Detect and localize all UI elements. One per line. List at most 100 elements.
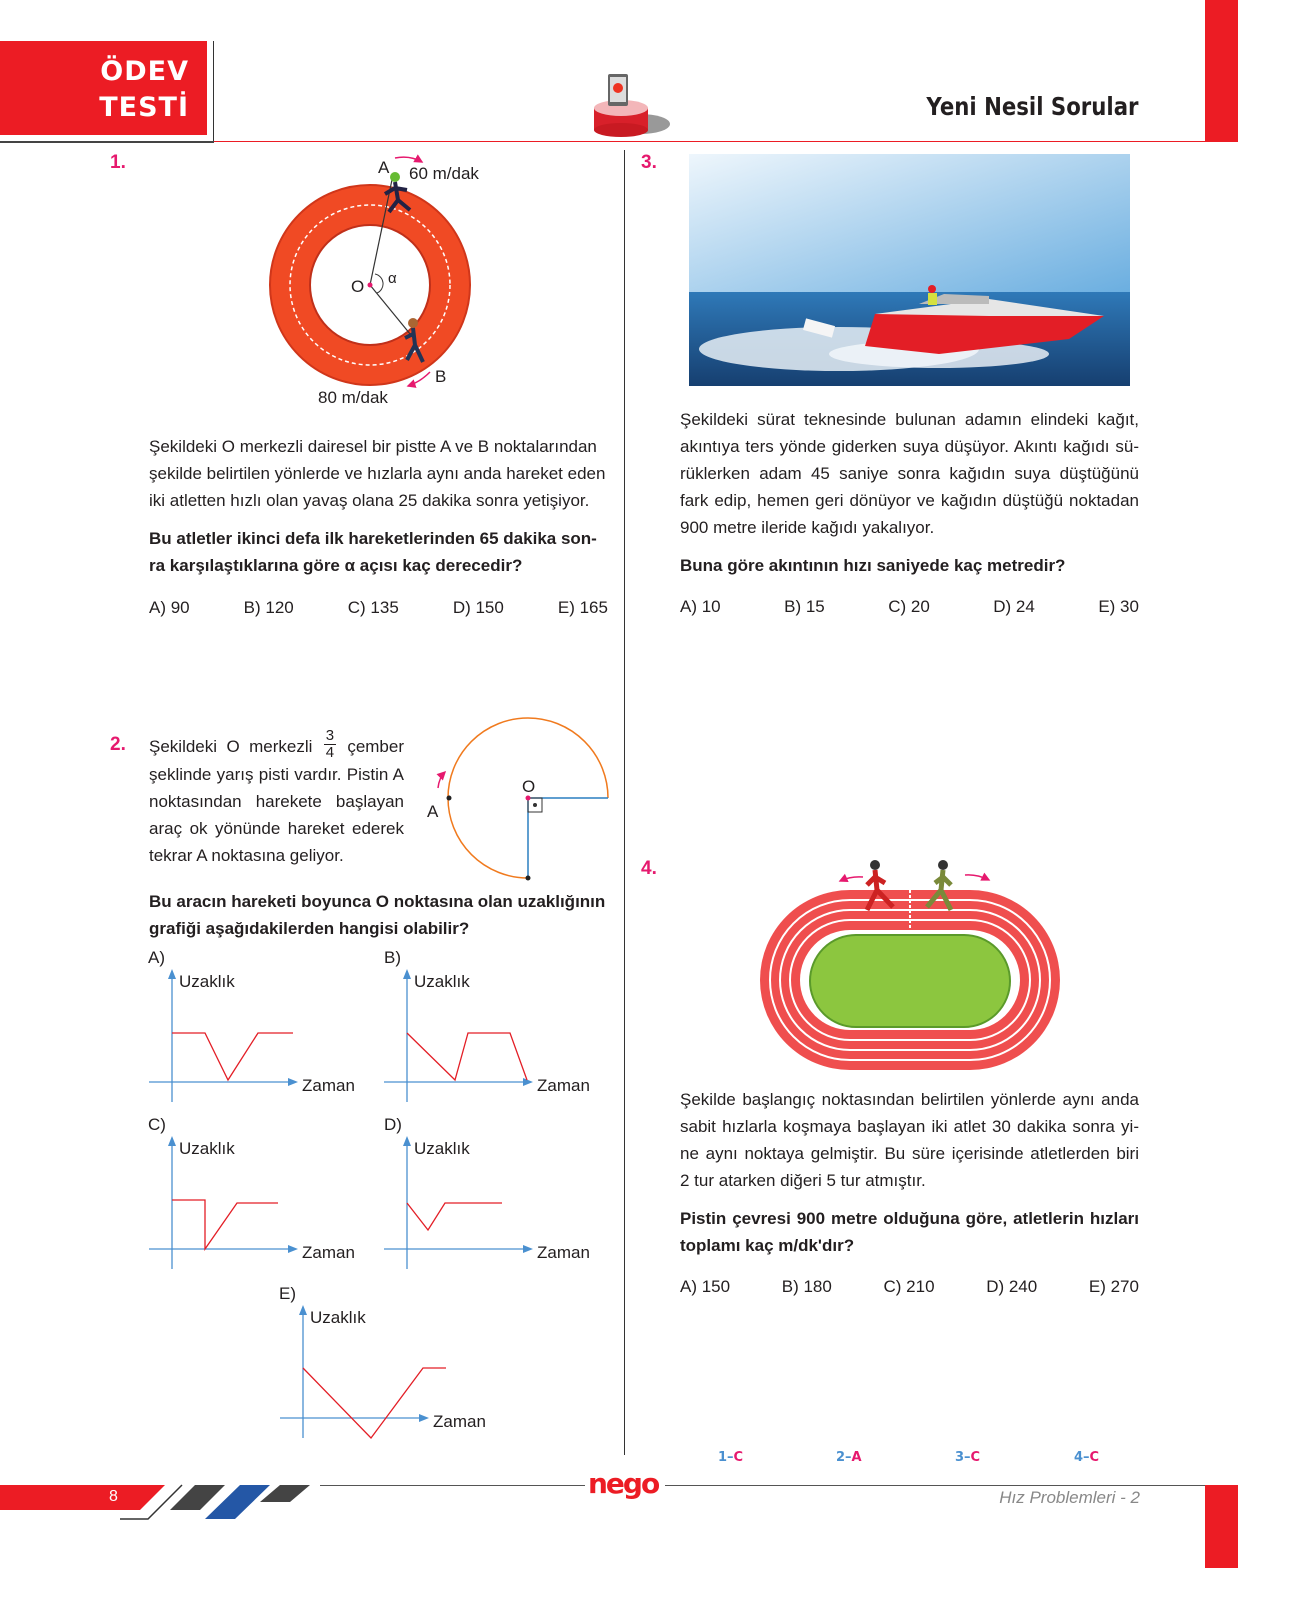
graph-y-axis-label: Uzaklık [179, 1139, 235, 1158]
q1-label-a: A [378, 158, 390, 177]
graph-option-label: C) [148, 1115, 166, 1134]
q4-text-line: ne aynı noktaya gelmiştir. Bu süre içeri… [680, 1144, 1139, 1163]
question-1-number: 1. [110, 152, 126, 173]
q4-option-a[interactable]: A) 150 [680, 1277, 731, 1296]
q2-text-line: noktasından harekete başlayan [149, 792, 404, 811]
q3-option-e[interactable]: E) 30 [1098, 597, 1139, 616]
column-divider [624, 150, 625, 1455]
q3-text-line: Şekildeki sürat teknesinde bulunan adamı… [680, 410, 1139, 429]
graph-y-axis-label: Uzaklık [414, 972, 470, 991]
graph-option-label: E) [279, 1284, 296, 1303]
graph-x-axis-label: Zaman [433, 1412, 486, 1431]
q4-option-d[interactable]: D) 240 [986, 1277, 1038, 1296]
q2-question-line: grafiği aşağıdakilerden hangisi olabilir… [149, 919, 470, 938]
q1-option-e[interactable]: E) 165 [557, 598, 608, 617]
q4-option-c[interactable]: C) 210 [883, 1277, 935, 1296]
q2-label-o: O [522, 777, 536, 796]
answer-key-letter: C [1089, 1450, 1100, 1465]
graph-curve [172, 1032, 293, 1082]
runner-right-icon [925, 860, 954, 912]
nego-logo: nego [588, 1467, 660, 1500]
q1-speed-b: 80 m/dak [318, 388, 388, 407]
q2-label-a: A [427, 802, 439, 821]
answer-key-3: 3–C [955, 1450, 980, 1465]
answer-key-number: 3– [955, 1450, 971, 1465]
q3-option-c[interactable]: C) 20 [888, 597, 930, 616]
q4-text-line: 2 tur atarken diğeri 5 tur atmıştır. [680, 1171, 926, 1190]
graph-axes-and-curve [280, 1305, 446, 1440]
q1-text-line: Şekildeki O merkezli dairesel bir pistte… [149, 437, 597, 456]
answer-key-1: 1–C [718, 1450, 743, 1465]
answer-key-number: 1– [718, 1450, 734, 1465]
header-rule-red [214, 141, 1238, 142]
q1-label-alpha: α [388, 270, 397, 287]
q2-question: Bu aracın hareketi boyunca O noktasına o… [149, 888, 605, 942]
question-2-number: 2. [110, 734, 126, 755]
graph-x-axis-label: Zaman [302, 1076, 355, 1095]
header-rule-dark [0, 141, 214, 143]
graph-curve [302, 1367, 446, 1440]
q2-text-pre: Şekildeki O merkezli [149, 737, 313, 756]
q1-question-line: Bu atletler ikinci defa ilk hareketlerin… [149, 529, 597, 548]
q2-text-line: şeklinde yarış pisti vardır. Pistin A [149, 765, 404, 784]
q3-text-line: rüklerken adam 45 saniye sonra kağıdın s… [680, 464, 1139, 483]
graph-axes-and-curve [384, 1136, 533, 1269]
q4-text-line: Şekilde başlangıç noktasından belirtilen… [680, 1090, 1139, 1109]
q3-text-line: fark edip, hemen geri dönüyor ve kağıdın… [680, 491, 1139, 510]
q2-three-quarter-circle-figure [436, 717, 609, 881]
footer-rule-right [665, 1485, 1205, 1486]
athlete-a-icon [383, 172, 412, 214]
header-badge: ÖDEV TESTİ [0, 41, 207, 135]
q1-speed-a: 60 m/dak [409, 164, 479, 183]
runner-left-icon [864, 860, 895, 912]
q4-options: A) 150 B) 180 C) 210 D) 240 E) 270 [680, 1277, 1139, 1297]
answer-key-letter: C [970, 1450, 981, 1465]
graph-option-label: B) [384, 948, 401, 967]
speedboat-image [689, 154, 1130, 386]
graph-axes-and-curve [149, 969, 298, 1102]
q4-question-line: toplamı kaç m/dk'dır? [680, 1236, 855, 1255]
q1-option-b[interactable]: B) 120 [243, 598, 294, 617]
q4-text-line: sabit hızlarla koşmaya başlayan iki atle… [680, 1117, 1139, 1136]
graph-curve [172, 1199, 278, 1252]
q2-text-line: tekrar A noktasına geliyor. [149, 846, 344, 865]
q4-option-b[interactable]: B) 180 [781, 1277, 832, 1296]
q3-option-d[interactable]: D) 24 [993, 597, 1035, 616]
q3-option-a[interactable]: A) 10 [680, 597, 721, 616]
q3-text-line: akıntıya ters yönde giderken suya düşüyo… [680, 437, 1139, 456]
q1-option-c[interactable]: C) 135 [347, 598, 399, 617]
q3-options: A) 10 B) 15 C) 20 D) 24 E) 30 [680, 597, 1139, 617]
running-track-image [760, 860, 1060, 1070]
badge-line-1: ÖDEV [100, 56, 189, 87]
q4-question: Pistin çevresi 900 metre olduğuna göre, … [680, 1205, 1139, 1259]
header-divider-vertical [213, 41, 214, 142]
q3-text: Şekildeki sürat teknesinde bulunan adamı… [680, 406, 1139, 541]
answer-key-number: 4– [1074, 1450, 1090, 1465]
section-title: Yeni Nesil Sorular [926, 92, 1139, 121]
q2-fraction: 3 4 [323, 727, 337, 761]
q4-text: Şekilde başlangıç noktasından belirtilen… [680, 1086, 1139, 1194]
graph-axes-and-curve [149, 1136, 298, 1269]
graph-option-label: D) [384, 1115, 402, 1134]
q2-text-line: araç ok yönünde hareket ederek [149, 819, 404, 838]
answer-key-4: 4–C [1074, 1450, 1099, 1465]
q1-option-a[interactable]: A) 90 [149, 598, 190, 617]
q3-question: Buna göre akıntının hızı saniyede kaç me… [680, 556, 1066, 575]
q1-option-d[interactable]: D) 150 [452, 598, 504, 617]
graph-axes-and-curve [384, 969, 533, 1102]
q2-question-line: Bu aracın hareketi boyunca O noktasına o… [149, 892, 606, 911]
right-edge-bar-top [1205, 0, 1238, 142]
q4-option-e[interactable]: E) 270 [1088, 1277, 1139, 1296]
fraction-denominator: 4 [325, 744, 335, 761]
q2-text-first-line: Şekildeki O merkezli 3 4 çember [149, 728, 404, 761]
fraction-numerator: 3 [323, 727, 337, 745]
q3-option-b[interactable]: B) 15 [784, 597, 825, 616]
question-4-number: 4. [641, 858, 657, 879]
q4-question-line: Pistin çevresi 900 metre olduğuna göre, … [680, 1209, 1139, 1228]
graph-y-axis-label: Uzaklık [414, 1139, 470, 1158]
footer-stripes [0, 1484, 310, 1520]
footer-rule-left [320, 1485, 585, 1486]
q1-text-line: şekilde belirtilen yönlerde ve hızlarla … [149, 464, 606, 483]
q2-text-post: çember [347, 737, 404, 756]
q2-text: Şekildeki O merkezli 3 4 çember şeklinde… [149, 728, 404, 869]
